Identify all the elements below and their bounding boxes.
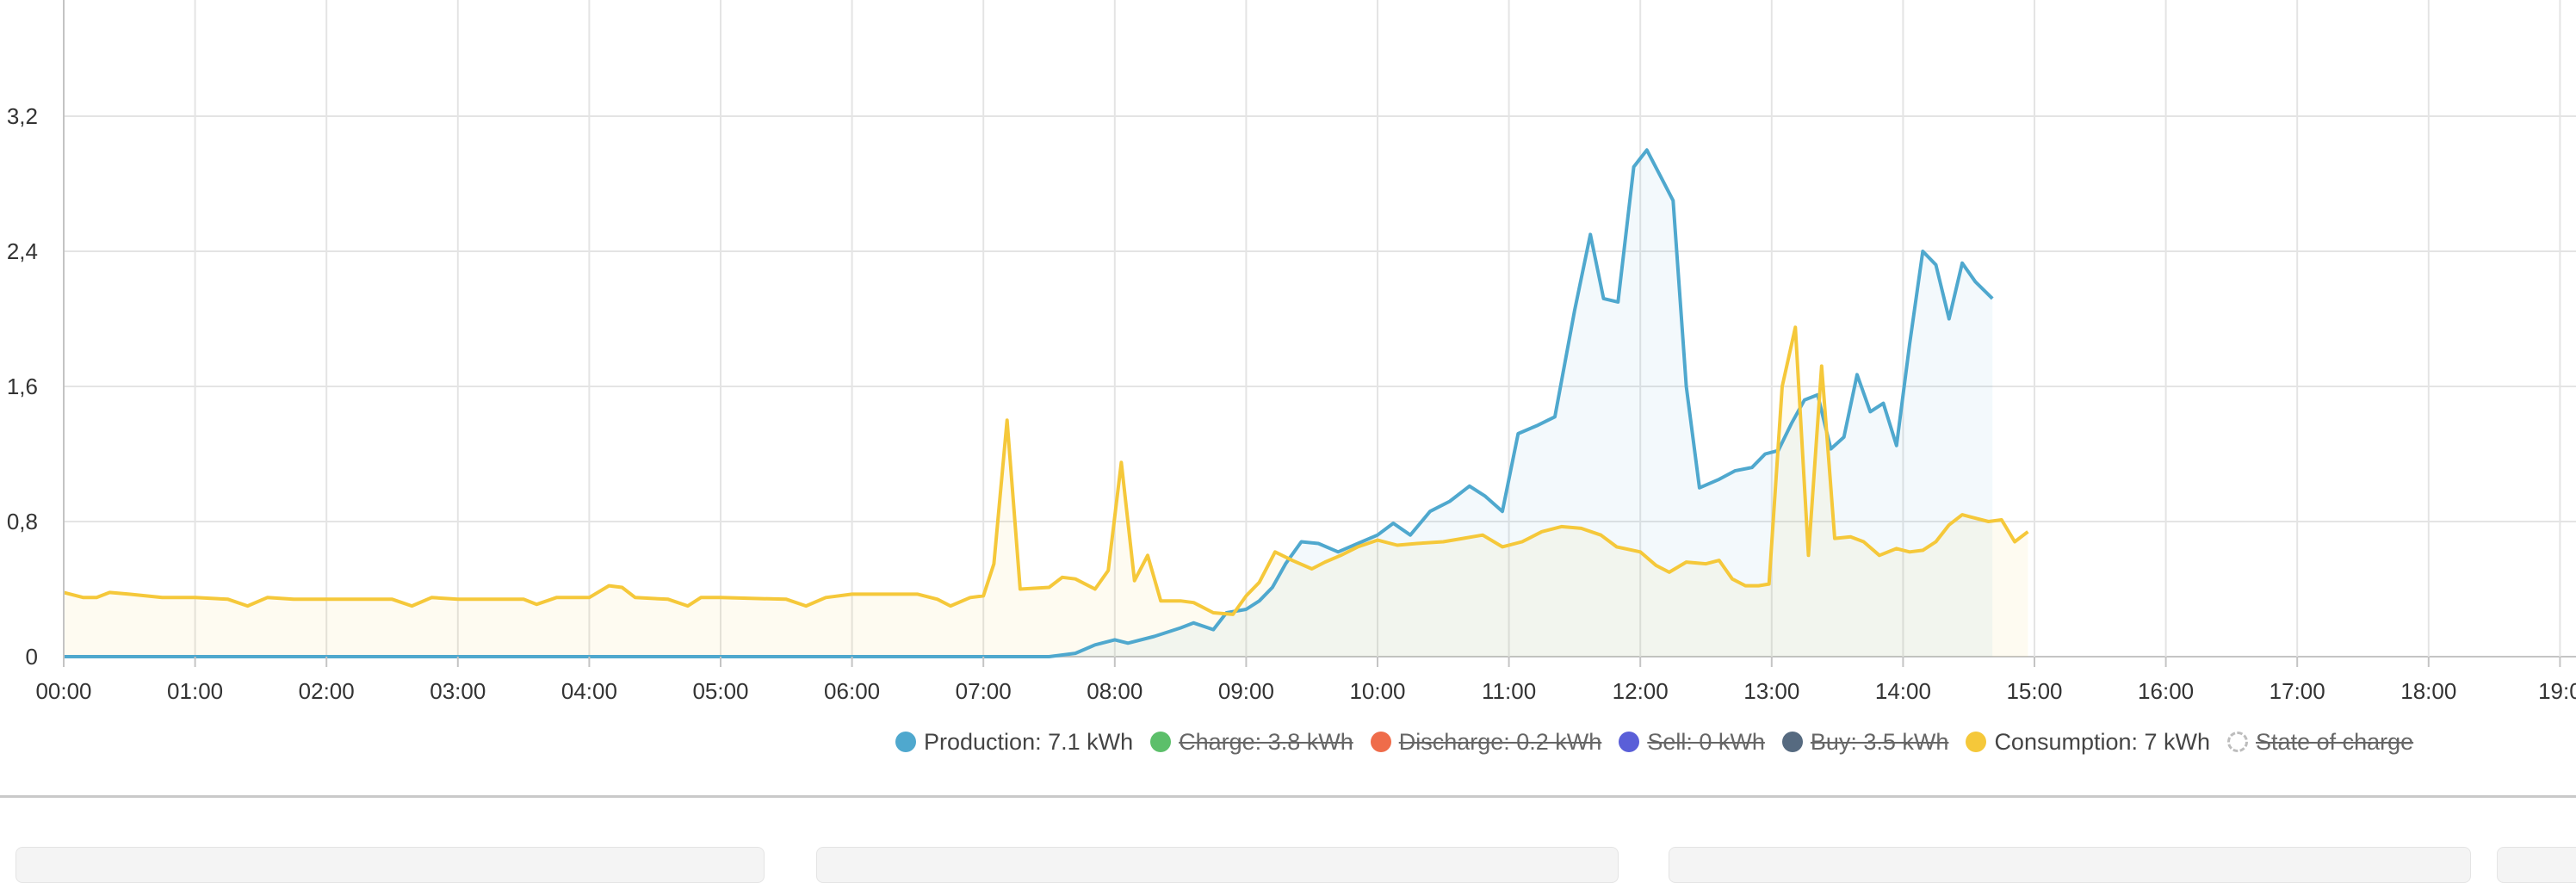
y-tick-label: 3,2 (7, 103, 38, 129)
x-tick-label: 04:00 (561, 678, 617, 704)
x-tick-label: 13:00 (1743, 678, 1799, 704)
legend-dot-icon (1619, 732, 1640, 752)
area-fill-layer (64, 150, 2028, 658)
legend-label: State of charge (2256, 728, 2414, 755)
legend-dot-icon (1150, 732, 1172, 752)
widget-card (15, 847, 765, 883)
legend-dot-icon (1781, 732, 1803, 752)
legend-dot-icon (895, 732, 916, 752)
production-area (64, 150, 1993, 658)
x-tick-label: 11:00 (1482, 678, 1536, 704)
x-tick-label: 17:00 (2269, 678, 2325, 704)
x-tick-label: 01:00 (167, 678, 223, 704)
x-tick-label: 00:00 (35, 678, 91, 704)
x-tick-label: 09:00 (1218, 678, 1274, 704)
y-tick-label: 0,8 (7, 509, 38, 534)
legend-dot-icon (1370, 732, 1391, 752)
legend-item-state-of-charge[interactable]: State of charge (2227, 729, 2413, 756)
legend-label: Charge: 3.8 kWh (1179, 728, 1353, 755)
legend-label: Sell: 0 kWh (1647, 728, 1765, 755)
x-tick-label: 15:00 (2006, 678, 2062, 704)
x-tick-label: 14:00 (1875, 678, 1931, 704)
x-tick-label: 19:0 (2538, 678, 2576, 704)
legend-item-buy[interactable]: Buy: 3.5 kWh (1781, 728, 1949, 756)
x-tick-label: 10:00 (1349, 678, 1405, 704)
x-tick-label: 05:00 (692, 678, 748, 704)
x-tick-label: 06:00 (824, 678, 880, 704)
legend-item-charge[interactable]: Charge: 3.8 kWh (1150, 729, 1353, 756)
consumption-area (64, 327, 2028, 657)
legend-item-consumption[interactable]: Consumption: 7 kWh (1966, 729, 2210, 756)
legend-item-discharge[interactable]: Discharge: 0.2 kWh (1370, 728, 1602, 756)
x-tick-label: 08:00 (1087, 678, 1142, 704)
axis-layer: 0 0,8 1,6 2,4 3,2 00:00 01:00 02:00 03:00 04:00 05… (7, 0, 2576, 704)
legend-label: Discharge: 0.2 kWh (1398, 728, 1602, 755)
x-tick-label: 02:00 (299, 678, 355, 704)
legend-dot-icon (2227, 732, 2249, 752)
x-tick-label: 07:00 (956, 678, 1012, 704)
y-tick-label: 1,6 (7, 374, 38, 399)
legend-label: Consumption: 7 kWh (1994, 728, 2211, 755)
legend-item-production[interactable]: Production: 7.1 kWh (895, 729, 1133, 756)
x-tick-label: 16:00 (2138, 678, 2194, 704)
consumption-line (63, 325, 2029, 616)
chart-legend: Production: 7.1 kWh Charge: 3.8 kWh Discha… (895, 725, 2430, 759)
legend-item-sell[interactable]: Sell: 0 kWh (1619, 729, 1765, 756)
legend-label: Production: 7.1 kWh (924, 728, 1134, 755)
series-line-layer (63, 148, 2029, 658)
x-tick-label: 03:00 (430, 678, 486, 704)
widget-card (1669, 847, 2471, 883)
legend-label: Buy: 3.5 kWh (1810, 728, 1949, 755)
y-tick-label: 0 (26, 644, 38, 670)
x-tick-label: 18:00 (2400, 678, 2456, 704)
legend-dot-icon (1966, 732, 1987, 752)
section-divider (0, 795, 2576, 798)
production-line (64, 148, 1994, 658)
y-tick-label: 2,4 (7, 238, 38, 264)
widget-card (2497, 847, 2576, 883)
widget-card (816, 847, 1619, 883)
x-tick-label: 12:00 (1613, 678, 1669, 704)
